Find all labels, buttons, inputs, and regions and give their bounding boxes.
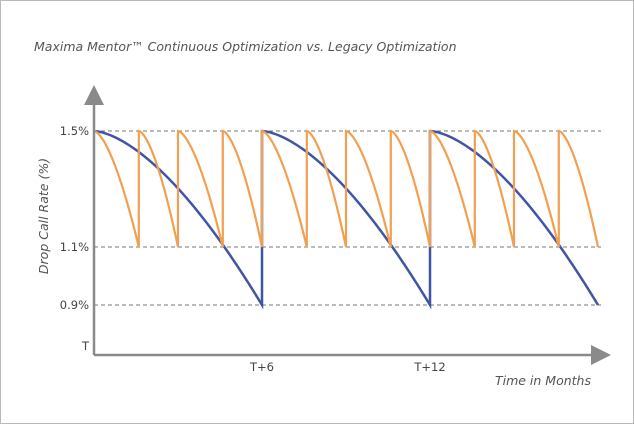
- x-axis-label: Time in Months: [495, 373, 591, 388]
- y-tick-label: 1.1%: [60, 240, 89, 254]
- series-layer: [93, 129, 600, 310]
- y-tick-label: 1.5%: [60, 124, 89, 138]
- series-line-2: [93, 129, 600, 248]
- y-axis-label: Drop Call Rate (%): [36, 158, 51, 274]
- chart-title: Maxima Mentor™ Continuous Optimization v…: [34, 39, 457, 54]
- x-tick-label: T+6: [249, 360, 274, 374]
- y-tick-label: T: [81, 339, 90, 353]
- reference-lines: [94, 130, 601, 306]
- x-tick-label: T+12: [413, 360, 445, 374]
- axes: [84, 85, 611, 365]
- y-tick-label: 0.9%: [60, 298, 89, 312]
- x-tick-labels: T+6 T+12: [249, 360, 446, 374]
- y-tick-labels: 1.5% 1.1% 0.9% T: [60, 124, 90, 353]
